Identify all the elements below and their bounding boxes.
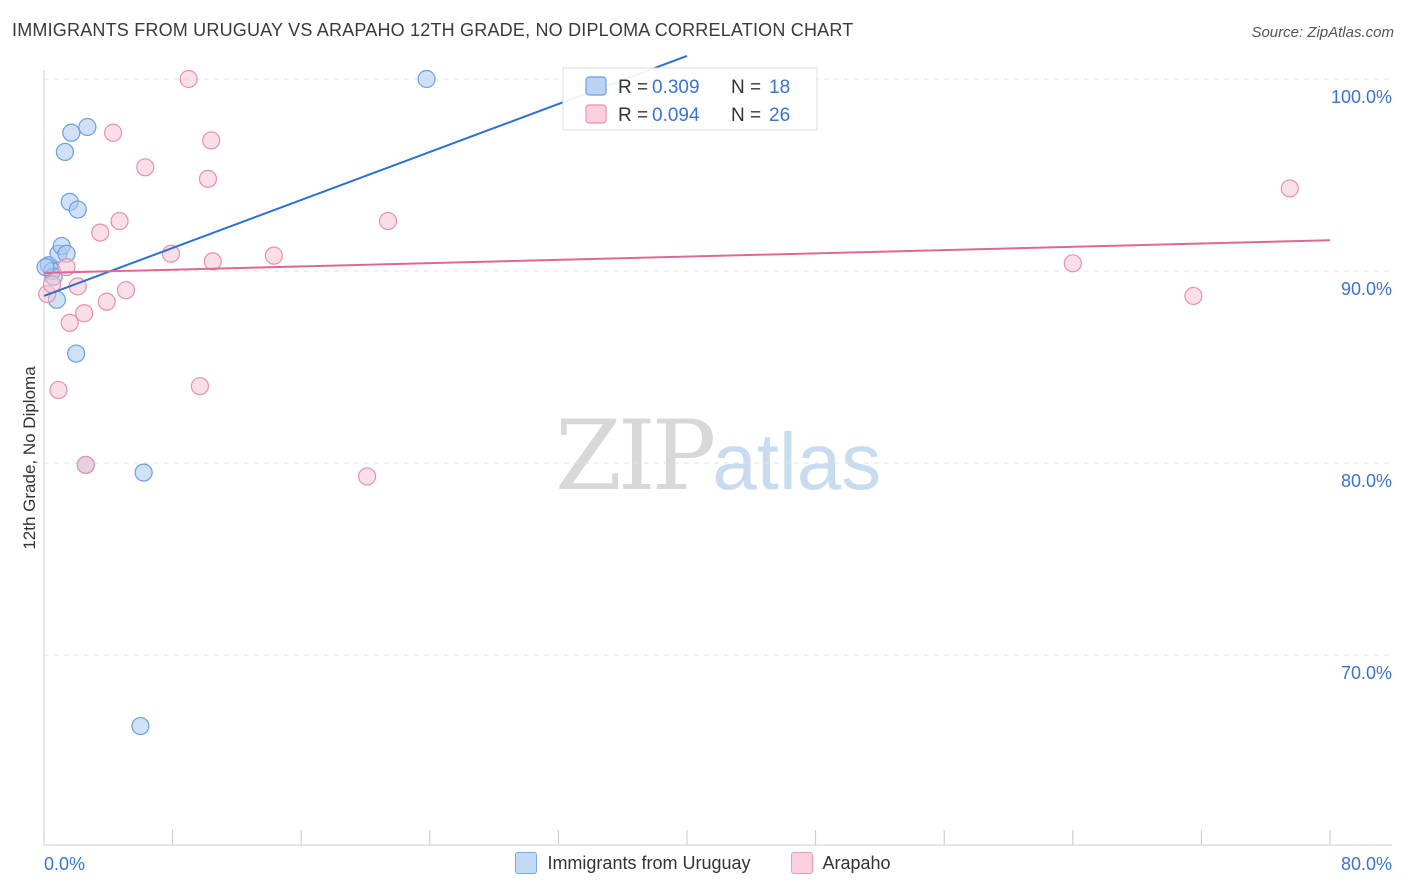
uruguay-point[interactable] — [134, 463, 153, 482]
arapaho-point[interactable] — [60, 313, 79, 332]
arapaho-point[interactable] — [1184, 286, 1203, 306]
uruguay-point[interactable] — [36, 258, 55, 277]
bottom-legend-item-arapaho[interactable]: Arapaho — [790, 852, 891, 874]
arapaho-point[interactable] — [110, 211, 129, 231]
arapaho-point[interactable] — [358, 467, 377, 486]
source-label: Source: ZipAtlas.com — [1251, 24, 1394, 41]
watermark-zip: ZIP — [555, 400, 716, 512]
uruguay-point[interactable] — [55, 142, 74, 162]
bottom-legend-label-arapaho: Arapaho — [822, 852, 891, 873]
arapaho-point[interactable] — [179, 69, 198, 89]
arapaho-point[interactable] — [378, 211, 398, 231]
x-tick-label-max: 80.0% — [1341, 854, 1392, 874]
arapaho-point[interactable] — [91, 223, 110, 242]
y-tick-label: 100.0% — [1331, 87, 1392, 107]
legend-swatch-arapaho — [585, 104, 607, 124]
arapaho-point[interactable] — [75, 304, 94, 323]
uruguay-point[interactable] — [78, 117, 97, 137]
arapaho-point[interactable] — [198, 169, 218, 188]
chart-title: IMMIGRANTS FROM URUGUAY VS ARAPAHO 12TH … — [12, 20, 854, 40]
watermark-atlas: atlas — [712, 417, 882, 506]
uruguay-point[interactable] — [67, 344, 86, 363]
uruguay-point[interactable] — [62, 123, 81, 142]
legend-r-value: 0.309 — [652, 77, 700, 98]
arapaho-point[interactable] — [116, 281, 136, 300]
legend-r-value: 0.094 — [652, 105, 700, 126]
arapaho-point[interactable] — [190, 377, 210, 396]
arapaho-point[interactable] — [136, 158, 155, 177]
y-tick-label: 80.0% — [1341, 471, 1392, 491]
legend-n-label: N = — [731, 77, 761, 98]
y-tick-label: 70.0% — [1341, 663, 1392, 683]
uruguay-point[interactable] — [68, 200, 87, 219]
arapaho-point[interactable] — [76, 455, 95, 475]
legend-r-label: R = — [618, 105, 648, 126]
legend-n-value: 26 — [769, 105, 790, 126]
arapaho-point[interactable] — [1280, 179, 1299, 198]
legend-swatch-uruguay — [585, 76, 607, 96]
bottom-legend-item-uruguay[interactable]: Immigrants from Uruguay — [515, 852, 751, 874]
arapaho-point[interactable] — [264, 246, 283, 265]
legend-r-label: R = — [618, 77, 648, 98]
x-tick-label-min: 0.0% — [44, 854, 85, 874]
arapaho-point[interactable] — [1063, 254, 1082, 273]
arapaho-trend-line — [43, 239, 1331, 274]
arapaho-point[interactable] — [203, 252, 222, 271]
legend-n-label: N = — [731, 105, 761, 126]
y-tick-label: 90.0% — [1341, 279, 1392, 299]
arapaho-point[interactable] — [104, 123, 123, 142]
uruguay-point[interactable] — [131, 716, 150, 736]
watermark: ZIPatlas — [555, 400, 881, 512]
bottom-legend: Immigrants from Uruguay Arapaho — [0, 852, 1406, 874]
legend-n-value: 18 — [769, 77, 790, 98]
arapaho-point[interactable] — [97, 292, 116, 311]
uruguay-point[interactable] — [417, 69, 436, 89]
arapaho-swatch — [790, 852, 813, 874]
arapaho-point[interactable] — [202, 131, 221, 150]
arapaho-point[interactable] — [49, 380, 68, 400]
bottom-legend-label-uruguay: Immigrants from Uruguay — [547, 852, 751, 873]
uruguay-swatch — [515, 852, 538, 874]
